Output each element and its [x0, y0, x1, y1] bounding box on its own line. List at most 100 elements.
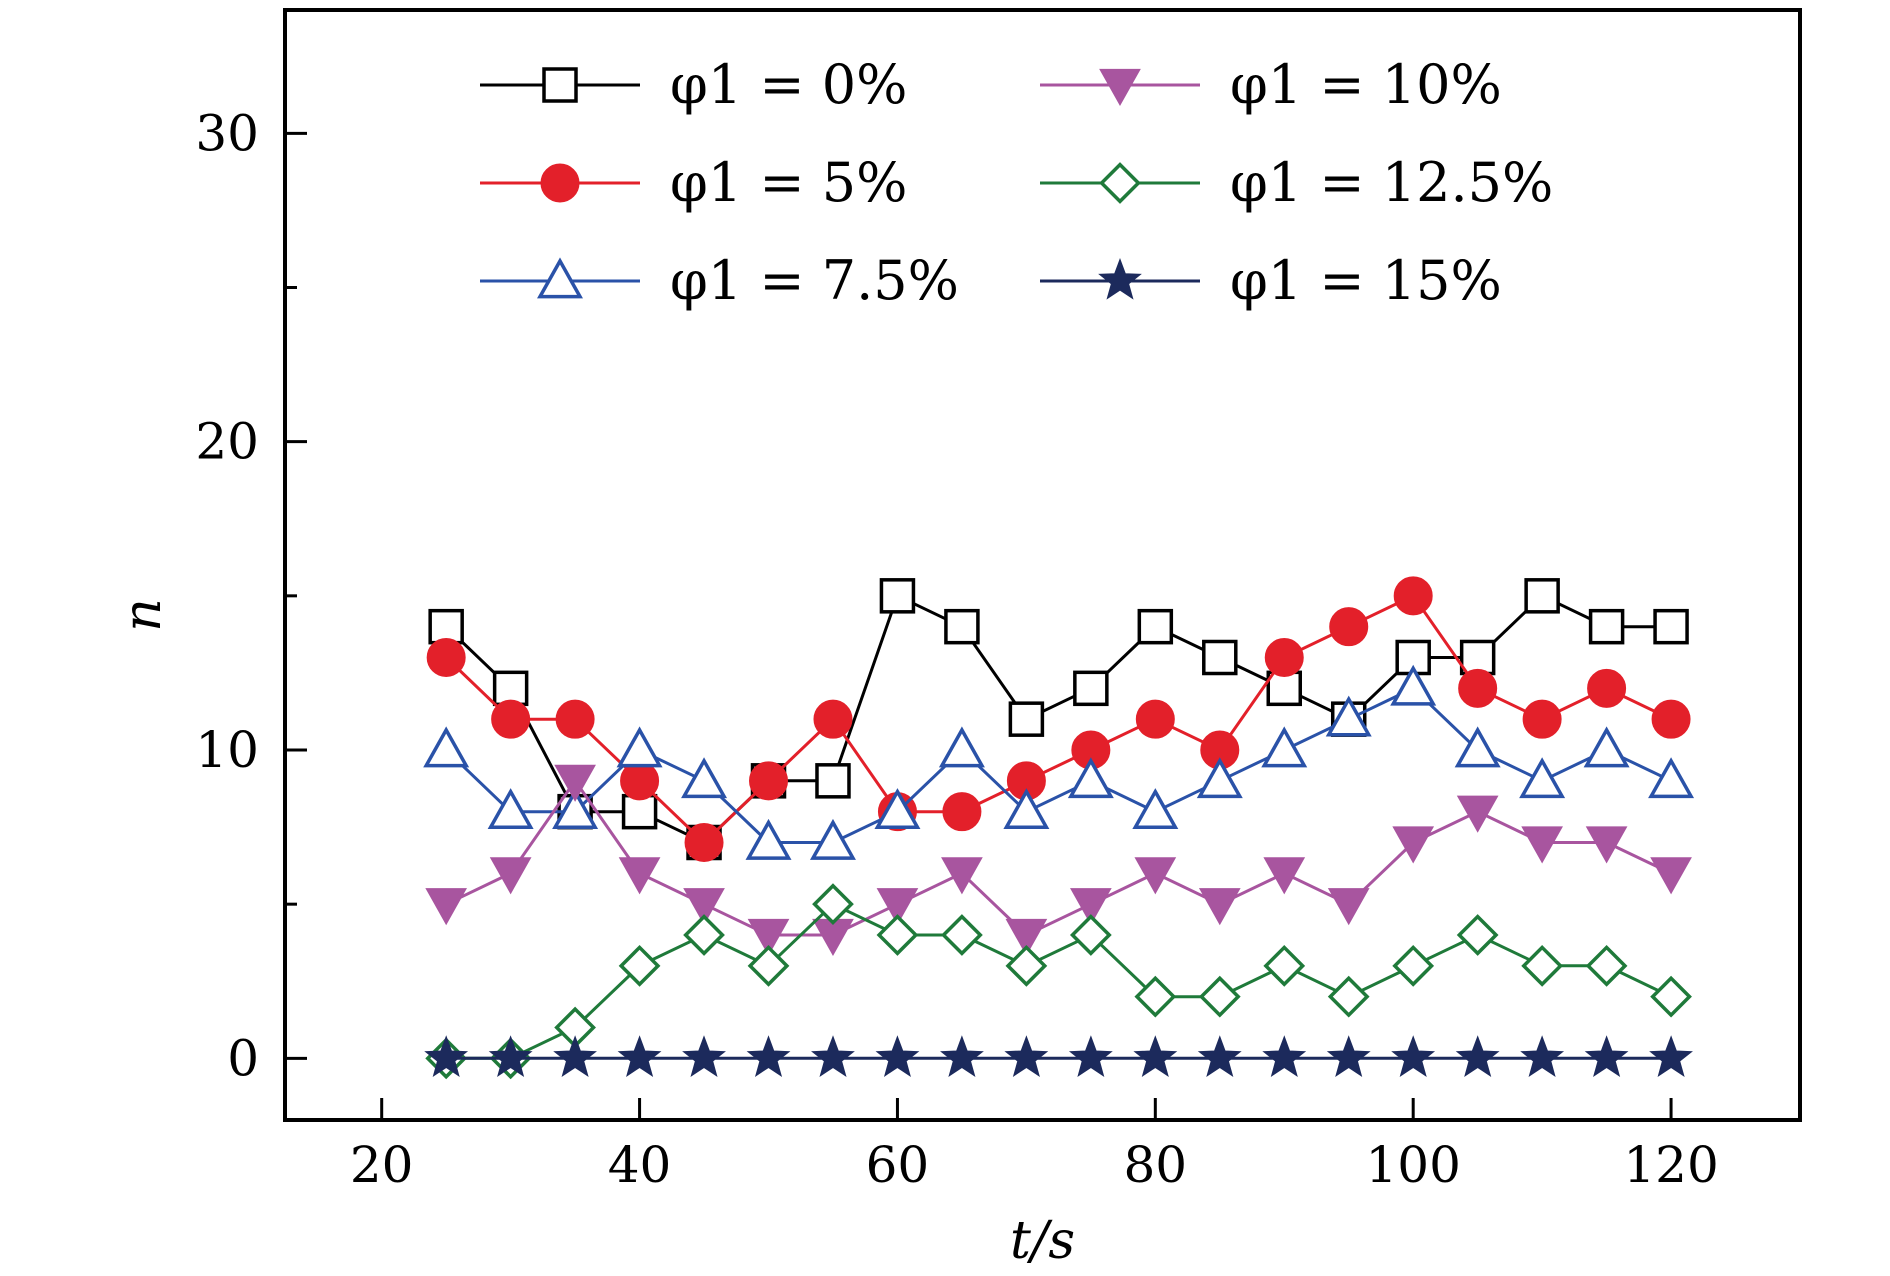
data-point [1585, 944, 1628, 987]
data-point [1327, 975, 1370, 1018]
x-tick-label: 80 [1124, 1136, 1188, 1194]
data-point [1266, 670, 1303, 707]
data-point [553, 1035, 597, 1077]
x-tick-label: 60 [866, 1136, 930, 1194]
data-point [616, 726, 663, 768]
data-point [681, 757, 728, 799]
data-point [423, 726, 470, 768]
data-point [1395, 639, 1431, 676]
data-point [552, 788, 599, 830]
data-point [1134, 857, 1177, 895]
data-point [1005, 918, 1048, 957]
y-tick-label: 30 [195, 104, 259, 162]
data-point [1198, 888, 1241, 926]
series-5 [424, 1035, 1693, 1077]
data-point [683, 888, 725, 926]
data-point [1132, 788, 1179, 830]
data-point [1263, 857, 1306, 895]
data-point [1456, 914, 1499, 956]
data-point [745, 818, 792, 860]
data-point [1067, 757, 1114, 799]
data-point [876, 888, 919, 926]
data-point [618, 944, 661, 987]
data-point [1459, 639, 1496, 676]
data-point [1008, 701, 1045, 737]
data-point [1326, 1035, 1371, 1077]
data-point [1327, 888, 1370, 926]
series-layer [423, 576, 1695, 1080]
legend-marker [1099, 162, 1141, 204]
data-point [1263, 944, 1306, 987]
data-point [1456, 795, 1499, 833]
data-point [813, 699, 853, 739]
y-axis-label: n [113, 598, 173, 632]
data-point [1197, 1035, 1242, 1077]
data-point [555, 699, 595, 739]
legend-marker [1098, 257, 1142, 300]
legend-label: φ1 = 0% [670, 53, 907, 116]
legend-marker [1099, 68, 1141, 107]
data-point [1583, 726, 1630, 768]
data-point [1521, 826, 1563, 864]
data-point [620, 761, 660, 801]
data-point [683, 914, 725, 956]
data-point [749, 761, 789, 801]
data-point [1198, 975, 1241, 1018]
x-tick-label: 20 [350, 1136, 414, 1194]
data-point [879, 578, 916, 614]
data-point [1393, 576, 1433, 616]
legend-label: φ1 = 12.5% [1230, 151, 1553, 214]
data-point [426, 638, 466, 677]
data-point [1068, 1035, 1113, 1077]
data-point [488, 1035, 533, 1077]
data-point [1325, 695, 1372, 737]
data-point [1653, 608, 1689, 645]
plot-frame [283, 8, 1802, 1122]
data-point [682, 1035, 726, 1077]
data-point [487, 788, 534, 830]
data-point [1587, 668, 1627, 708]
series-1 [426, 576, 1691, 862]
series-0 [428, 578, 1689, 861]
data-point [1588, 608, 1625, 645]
legend-entry: φ1 = 7.5% [480, 249, 959, 312]
data-point [1202, 639, 1238, 676]
series-3 [425, 764, 1692, 957]
legend-marker [542, 67, 578, 103]
data-point [811, 1035, 855, 1077]
data-point [1137, 608, 1174, 645]
legend-marker [537, 257, 583, 299]
y-tick-label: 0 [227, 1029, 259, 1087]
series-line [445, 778, 1672, 937]
data-point [1069, 914, 1112, 956]
data-point [1261, 726, 1308, 768]
data-point [1454, 726, 1501, 768]
data-point [1073, 670, 1109, 707]
data-point [1003, 788, 1050, 830]
data-point [746, 1035, 791, 1077]
data-point [942, 792, 982, 832]
data-point [1585, 826, 1628, 864]
data-point [1005, 944, 1048, 987]
legend-label: φ1 = 15% [1230, 249, 1502, 312]
data-point [944, 608, 980, 645]
data-point [1520, 1035, 1565, 1077]
data-point [428, 608, 464, 645]
x-tick-label: 120 [1623, 1136, 1718, 1194]
data-point [1648, 757, 1695, 799]
x-tick-label: 40 [608, 1136, 672, 1194]
data-point [1455, 1035, 1500, 1077]
legend-entry: φ1 = 0% [480, 53, 907, 116]
data-point [554, 764, 596, 802]
data-point [1392, 826, 1435, 864]
data-point [1391, 1035, 1436, 1077]
data-point [425, 888, 468, 926]
y-tick-label: 10 [195, 721, 259, 779]
data-point [812, 883, 854, 926]
data-point [424, 1035, 469, 1077]
legend-label: φ1 = 5% [670, 151, 907, 214]
data-point [875, 1035, 920, 1077]
data-point [1650, 857, 1692, 895]
data-point [1458, 668, 1498, 708]
